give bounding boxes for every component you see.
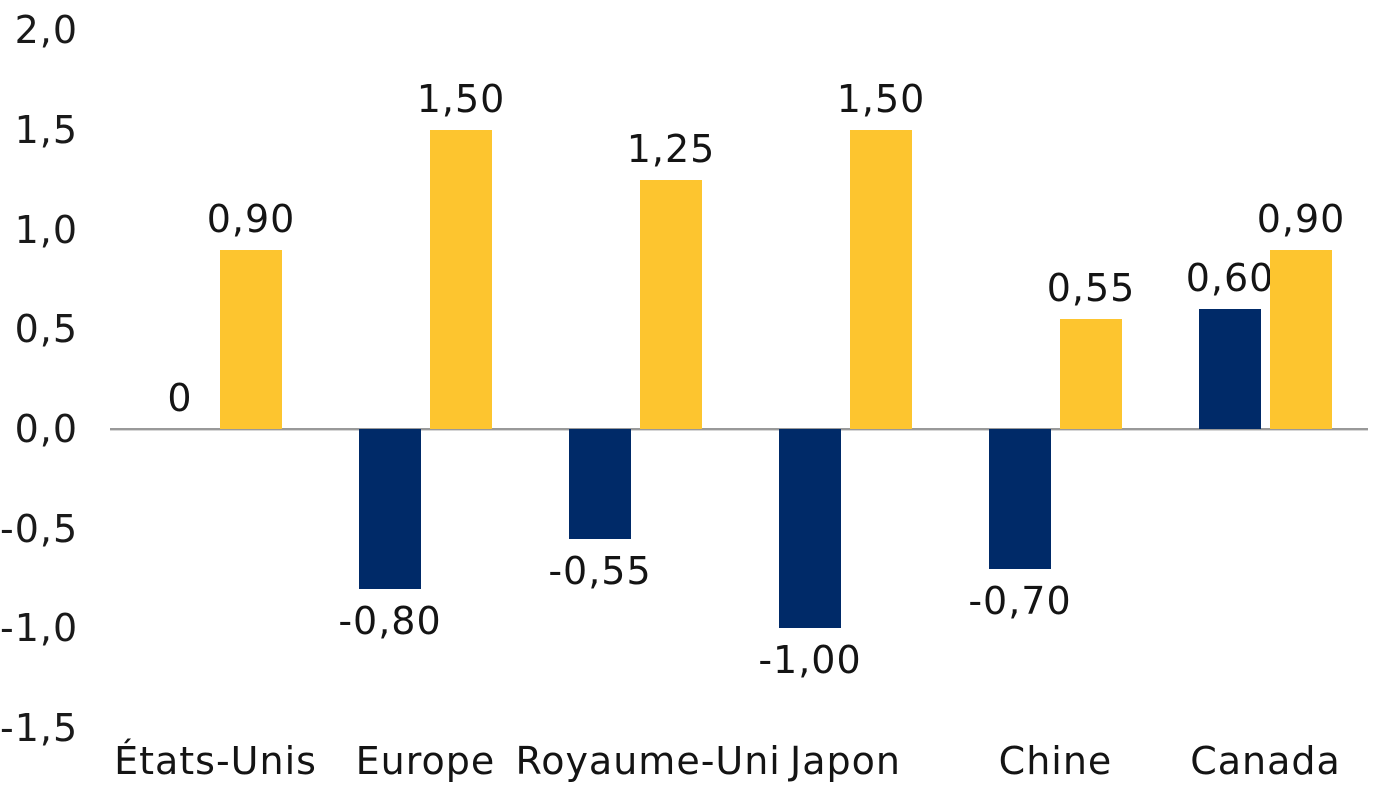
y-axis-tick-label: -0,5	[0, 506, 79, 551]
zero-axis-line	[110, 428, 1368, 431]
bar-series-gold-Europe	[430, 129, 492, 429]
value-label: -0,80	[338, 598, 442, 643]
x-axis-category-label: États-Unis	[114, 739, 317, 783]
y-axis-tick-label: -1,5	[0, 706, 79, 751]
x-axis-category-label: Chine	[998, 739, 1113, 783]
bar-series-gold-Royaume-Uni	[640, 179, 702, 429]
bar-series-navy-Chine	[989, 429, 1051, 569]
value-label: -0,70	[968, 578, 1072, 623]
value-label: 0	[167, 376, 193, 420]
value-label: -0,55	[548, 548, 652, 593]
y-axis-tick-label: 0,0	[14, 407, 78, 451]
x-axis-category-label: Japon	[790, 739, 901, 783]
y-axis-tick-label: 0,5	[14, 307, 78, 352]
value-label: 0,55	[1046, 266, 1136, 311]
y-axis-tick-label: -1,0	[0, 606, 79, 651]
x-axis-category-label: Europe	[355, 739, 496, 783]
bar-series-navy-Canada	[1199, 309, 1261, 429]
bar-series-gold-États-Unis	[220, 249, 282, 429]
bar-series-navy-Japon	[779, 429, 841, 629]
bar-series-gold-Canada	[1270, 249, 1332, 429]
value-label: 0,90	[1256, 196, 1346, 241]
bar-series-navy-Royaume-Uni	[569, 429, 631, 539]
value-label: 1,50	[836, 76, 926, 121]
y-axis-tick-label: 1,5	[14, 107, 78, 152]
y-axis-tick-labels: 2,0 1,5 1,0 0,5 0,0 -0,5 -1,0 -1,5	[0, 0, 78, 800]
value-label: 0,60	[1185, 256, 1275, 301]
x-axis-category-label: Canada	[1190, 739, 1341, 783]
bar-series-gold-Chine	[1060, 319, 1122, 429]
value-label: 1,25	[626, 126, 716, 171]
y-axis-tick-label: 2,0	[14, 8, 78, 53]
bar-series-gold-Japon	[850, 129, 912, 429]
bar-series-navy-Europe	[359, 429, 421, 589]
value-label: -1,00	[758, 638, 862, 683]
value-label: 1,50	[416, 76, 506, 121]
value-label: 0,90	[206, 196, 296, 241]
x-axis-category-label: Royaume-Uni	[515, 739, 781, 783]
y-axis-tick-label: 1,0	[14, 207, 78, 252]
